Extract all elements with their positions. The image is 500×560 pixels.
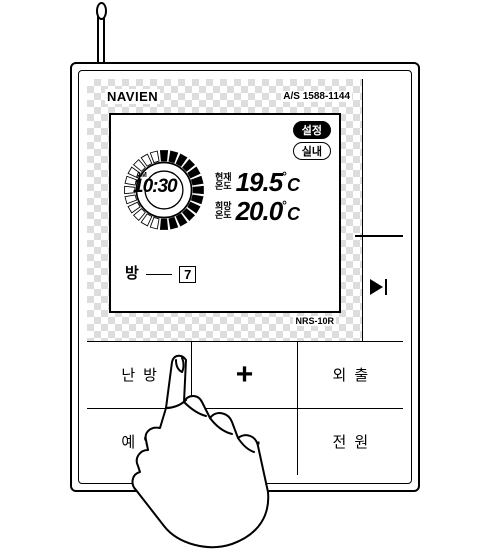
- brand-logo: NAVIEN: [105, 89, 160, 104]
- current-temp-row: 현재온도 19.5°C: [215, 169, 300, 196]
- temperature-block: 현재온도 19.5°C 희망온도 20.0°C: [215, 169, 300, 227]
- current-temp-value: 19.5°C: [236, 169, 300, 196]
- badge-indoor: 실내: [293, 142, 331, 160]
- play-button[interactable]: [355, 235, 403, 341]
- heating-button[interactable]: 난방: [87, 342, 192, 409]
- room-indicator: 방 7: [125, 262, 196, 283]
- display-panel: NAVIEN A/S 1588-1144 설정 실내 AM 10:30: [87, 79, 363, 341]
- minus-button[interactable]: —: [192, 409, 297, 476]
- room-label: 방: [125, 265, 139, 282]
- current-temp-label: 현재온도: [215, 173, 232, 191]
- away-button[interactable]: 외출: [298, 342, 403, 409]
- reserve-button[interactable]: 예약: [87, 409, 192, 476]
- service-phone: A/S 1588-1144: [281, 91, 352, 102]
- desired-temp-value: 20.0°C: [236, 198, 300, 225]
- badge-setting: 설정: [293, 121, 331, 139]
- plus-button[interactable]: +: [192, 342, 297, 409]
- desired-temp-row: 희망온도 20.0°C: [215, 198, 300, 225]
- thermostat-device: NAVIEN A/S 1588-1144 설정 실내 AM 10:30: [70, 62, 420, 492]
- desired-temp-label: 희망온도: [215, 202, 232, 220]
- play-icon: [370, 279, 383, 295]
- power-button[interactable]: 전원: [298, 409, 403, 476]
- room-line-icon: [146, 274, 172, 275]
- mode-badges: 설정 실내: [293, 121, 331, 160]
- play-bar-icon: [385, 279, 387, 295]
- lcd-screen: 설정 실내 AM 10:30 현재온도: [109, 113, 341, 313]
- inner-frame: NAVIEN A/S 1588-1144 설정 실내 AM 10:30: [78, 70, 412, 484]
- button-grid: 난방 + 외출 예약 — 전원: [87, 341, 403, 475]
- room-number: 7: [179, 266, 196, 283]
- antenna-tip: [96, 2, 107, 20]
- clock-time: 10:30: [133, 176, 177, 198]
- model-label: NRS-10R: [293, 316, 336, 326]
